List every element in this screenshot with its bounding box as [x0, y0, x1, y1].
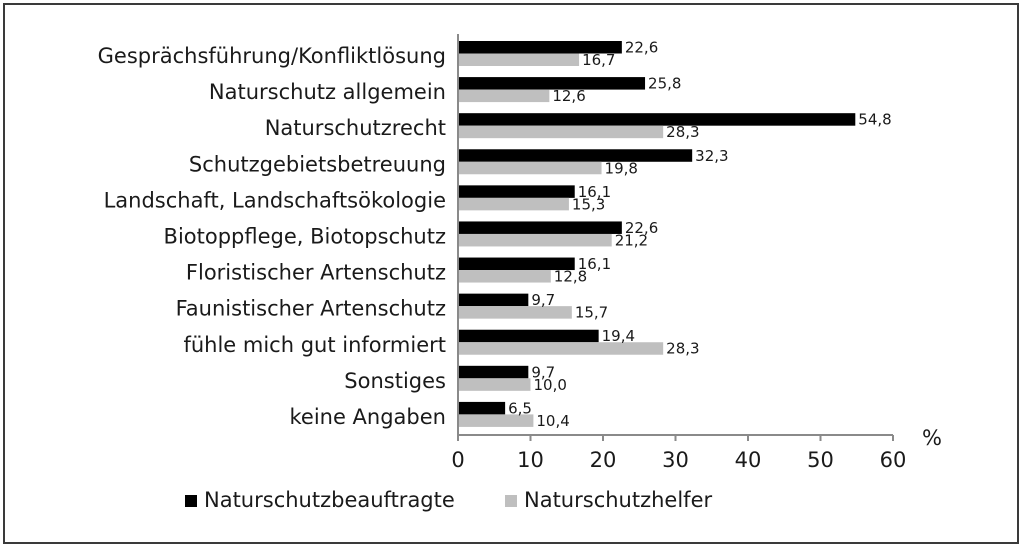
- data-label: 21,2: [615, 231, 648, 249]
- data-label: 15,7: [575, 304, 608, 322]
- legend: Naturschutzbeauftragte Naturschutzhelfer: [185, 488, 712, 512]
- category-label: fühle mich gut informiert: [183, 333, 446, 357]
- data-label: 28,3: [666, 123, 699, 141]
- data-label: 16,1: [578, 183, 611, 201]
- bar-naturschutzhelfer: [458, 53, 580, 66]
- category-label: Naturschutz allgemein: [209, 80, 446, 104]
- category-label: Schutzgebietsbetreuung: [189, 152, 446, 176]
- category-label: Faunistischer Artenschutz: [176, 297, 446, 321]
- axes-group: 0 10 20 30 40 50 60%: [451, 34, 942, 472]
- x-tick-label: 10: [517, 448, 544, 472]
- bar-naturschutzbeauftragte: [458, 185, 575, 198]
- x-tick-label: 50: [807, 448, 834, 472]
- bar-naturschutzhelfer: [458, 378, 531, 391]
- bar-naturschutzhelfer: [458, 161, 602, 175]
- bar-naturschutzbeauftragte: [458, 77, 646, 90]
- data-label: 6,5: [508, 399, 532, 417]
- data-label: 22,6: [625, 219, 658, 237]
- bar-naturschutzbeauftragte: [458, 149, 693, 162]
- data-label: 28,3: [666, 340, 699, 358]
- x-tick-label: 30: [662, 448, 689, 472]
- category-label: Naturschutzrecht: [265, 116, 446, 140]
- x-tick-label: 40: [735, 448, 762, 472]
- category-label: Landschaft, Landschaftsökologie: [104, 188, 446, 212]
- data-label: 15,3: [572, 195, 605, 213]
- bar-naturschutzhelfer: [458, 306, 572, 319]
- category-label: Gesprächsführung/Konfliktlösung: [98, 44, 446, 68]
- x-tick-label: 0: [451, 448, 464, 472]
- bar-naturschutzhelfer: [458, 270, 551, 283]
- data-label: 19,8: [605, 159, 638, 177]
- data-label: 10,4: [536, 412, 569, 430]
- data-label: 16,7: [582, 51, 615, 69]
- legend-label: Naturschutzbeauftragte: [204, 488, 455, 512]
- bar-naturschutzbeauftragte: [458, 401, 506, 415]
- data-label: 9,7: [531, 291, 555, 309]
- bar-naturschutzhelfer: [458, 414, 534, 427]
- bar-naturschutzbeauftragte: [458, 41, 622, 54]
- bars-group: [458, 41, 856, 427]
- category-label: keine Angaben: [289, 405, 446, 429]
- data-label: 22,6: [625, 39, 658, 57]
- data-label: 32,3: [695, 147, 728, 165]
- x-tick-label: 20: [590, 448, 617, 472]
- data-label: 25,8: [648, 75, 681, 93]
- x-axis-unit-label: %: [922, 426, 942, 450]
- data-label: 10,0: [534, 376, 567, 394]
- legend-label: Naturschutzhelfer: [524, 488, 712, 512]
- legend-swatch: [505, 495, 517, 507]
- category-label: Sonstiges: [344, 369, 446, 393]
- legend-swatch: [185, 495, 197, 507]
- data-label: 12,6: [552, 87, 585, 105]
- bar-naturschutzbeauftragte: [458, 221, 622, 234]
- bar-naturschutzhelfer: [458, 89, 550, 103]
- data-label: 19,4: [602, 327, 635, 345]
- bar-naturschutzbeauftragte: [458, 365, 529, 379]
- bar-naturschutzbeauftragte: [458, 329, 599, 343]
- labels-group: Gesprächsführung/Konfliktlösung 22,6 16,7 N…: [98, 39, 892, 430]
- data-label: 12,8: [554, 268, 587, 286]
- bar-naturschutzhelfer: [458, 125, 664, 139]
- bar-naturschutzbeauftragte: [458, 293, 529, 307]
- data-label: 9,7: [531, 363, 555, 381]
- x-tick-label: 60: [880, 448, 907, 472]
- category-label: Biotoppflege, Biotopschutz: [164, 225, 446, 249]
- data-label: 54,8: [858, 111, 891, 129]
- bar-naturschutzhelfer: [458, 197, 569, 211]
- bar-naturschutzhelfer: [458, 342, 664, 355]
- category-label: Floristischer Artenschutz: [186, 261, 446, 285]
- data-label: 16,1: [578, 255, 611, 273]
- bar-naturschutzbeauftragte: [458, 257, 575, 271]
- bar-naturschutzbeauftragte: [458, 113, 856, 126]
- bar-naturschutzhelfer: [458, 233, 612, 247]
